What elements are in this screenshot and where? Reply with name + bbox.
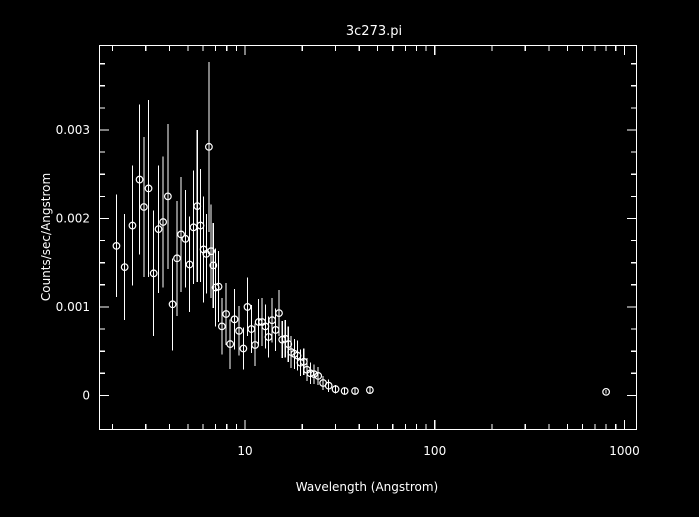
data-point	[168, 300, 177, 309]
data-point	[120, 263, 129, 272]
data-point	[144, 184, 153, 193]
data-point	[226, 340, 235, 348]
data-point	[310, 370, 318, 379]
y-axis-label: Counts/sec/Angstrom	[39, 173, 53, 301]
data-point	[222, 310, 231, 318]
data-point	[112, 242, 121, 250]
chart-title: 3c273.pi	[346, 24, 402, 39]
data-point	[275, 309, 283, 318]
y-tick-label: 0	[82, 388, 90, 402]
data-point	[128, 221, 137, 230]
y-tick-label: 0.003	[56, 123, 90, 137]
data-point	[135, 175, 144, 184]
data-point	[173, 254, 181, 263]
data-point	[209, 261, 218, 270]
axis-ticks	[100, 46, 636, 429]
data-point	[149, 269, 158, 278]
data-point	[239, 344, 248, 353]
x-tick-label: 10	[237, 444, 252, 458]
data-point	[154, 225, 163, 233]
data-point	[351, 387, 359, 395]
data-point	[214, 282, 223, 291]
data-point	[230, 315, 239, 324]
data-points-layer	[112, 61, 610, 396]
data-point	[177, 230, 185, 239]
y-tick-label: 0.001	[56, 300, 90, 314]
data-point	[207, 247, 215, 256]
y-tick-label: 0.002	[56, 211, 90, 225]
data-point	[324, 381, 333, 390]
data-point	[205, 142, 213, 151]
data-point	[181, 234, 190, 243]
tick-labels: 10 100 1000 0 0.001 0.002 0.003	[56, 123, 640, 458]
x-axis-label: Wavelength (Angstrom)	[296, 480, 438, 494]
data-point	[243, 303, 252, 311]
data-point	[340, 387, 349, 395]
data-point	[139, 203, 148, 211]
plot-frame	[98, 44, 638, 431]
data-point	[159, 218, 168, 226]
data-point	[217, 322, 226, 331]
data-point	[314, 372, 323, 380]
data-point	[185, 260, 194, 269]
x-tick-label: 1000	[609, 444, 640, 458]
data-point	[602, 387, 610, 396]
data-point	[235, 326, 243, 335]
x-tick-label: 100	[423, 444, 446, 458]
data-point	[331, 385, 340, 394]
data-point	[163, 192, 172, 201]
data-point	[365, 386, 374, 394]
